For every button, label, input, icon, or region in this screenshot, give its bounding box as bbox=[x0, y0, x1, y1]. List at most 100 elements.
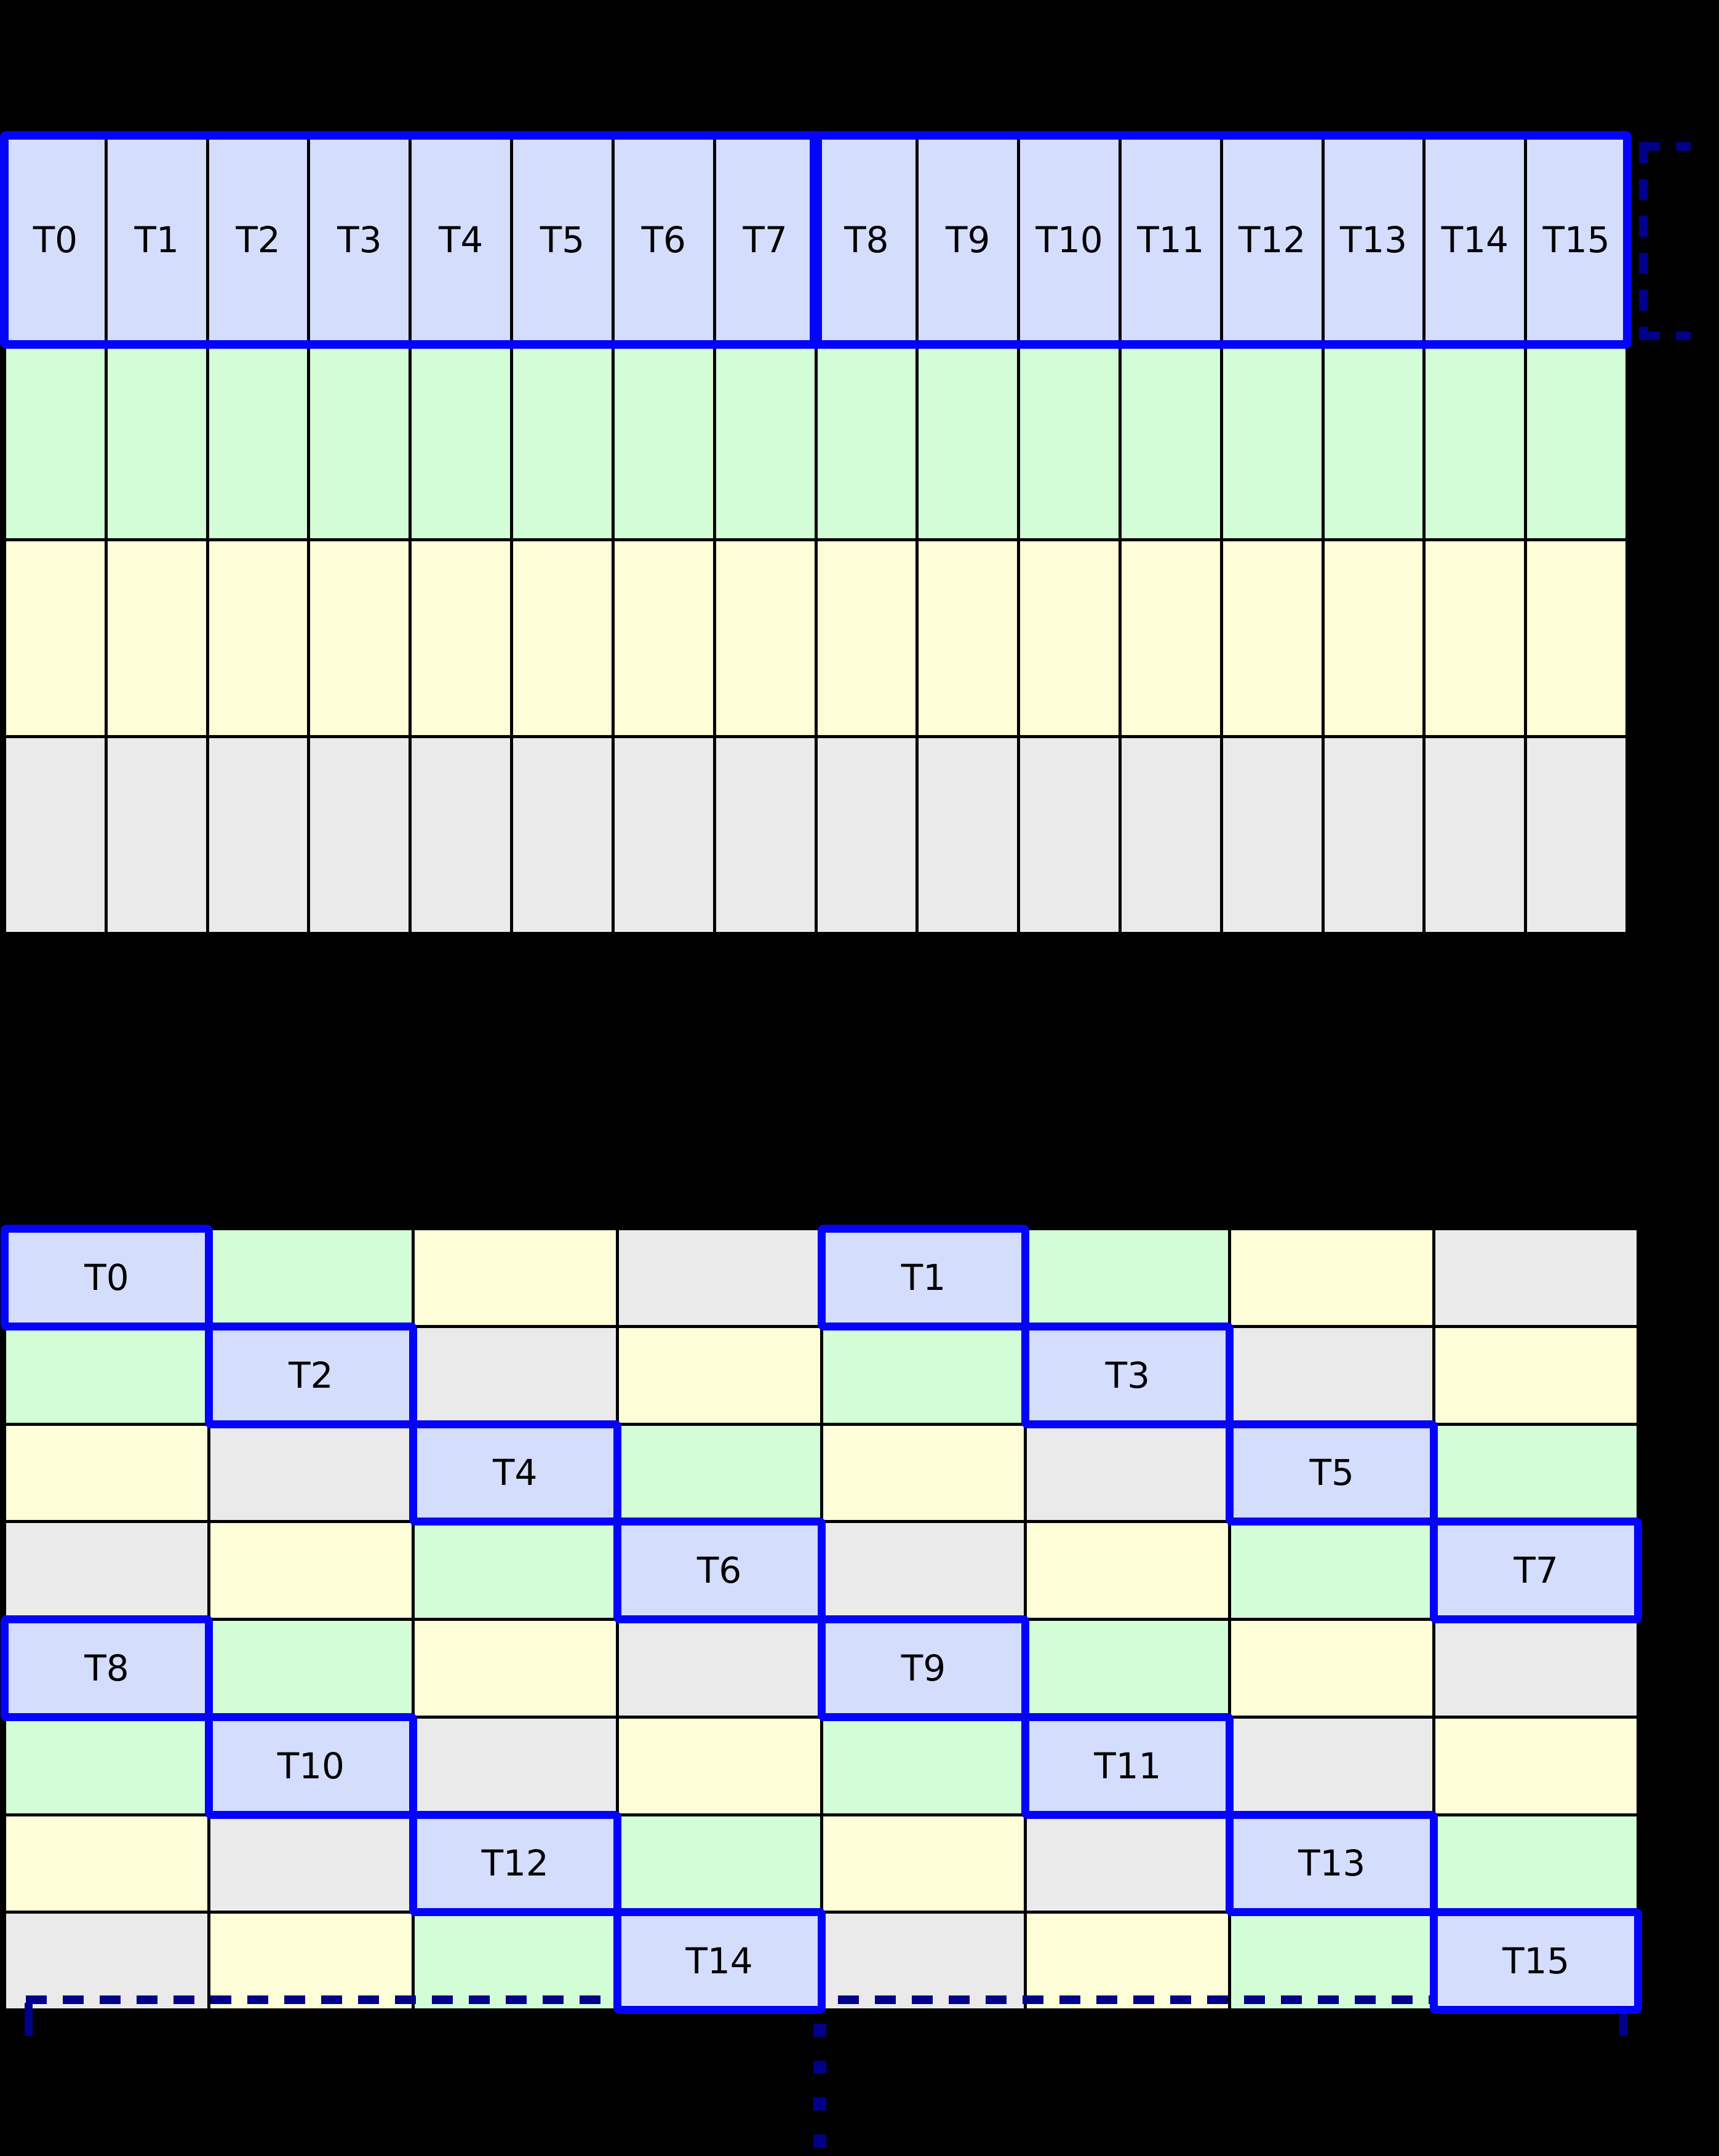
memory-cell bbox=[1527, 344, 1625, 538]
memory-cell bbox=[513, 738, 612, 932]
thread-cell-T15: T15 bbox=[1430, 1908, 1642, 2014]
memory-cell bbox=[823, 1914, 1024, 2008]
thread-label: T10 bbox=[1035, 219, 1103, 261]
memory-cell bbox=[823, 1327, 1024, 1423]
thread-label: T1 bbox=[901, 1256, 946, 1299]
memory-cell bbox=[1231, 1230, 1433, 1325]
thread-label: T13 bbox=[1298, 1842, 1366, 1885]
thread-label: T12 bbox=[481, 1842, 549, 1885]
bottom-bracket-right-tick bbox=[1619, 2003, 1627, 2036]
memory-cell bbox=[6, 1425, 207, 1521]
bracket-top-arm bbox=[1639, 142, 1691, 151]
memory-cell bbox=[823, 1816, 1024, 1911]
memory-cell bbox=[823, 1718, 1024, 1813]
memory-cell bbox=[1527, 738, 1625, 932]
thread-label: T8 bbox=[84, 1647, 129, 1689]
memory-cell bbox=[107, 541, 206, 735]
thread-cell-T0: T0 bbox=[6, 138, 105, 341]
memory-cell bbox=[414, 1230, 616, 1325]
thread-label: T7 bbox=[743, 219, 788, 261]
memory-cell bbox=[817, 541, 916, 735]
thread-cell-T3: T3 bbox=[310, 138, 409, 341]
memory-cell bbox=[614, 344, 713, 538]
memory-cell bbox=[107, 738, 206, 932]
memory-cell bbox=[1426, 344, 1525, 538]
thread-label: T1 bbox=[134, 219, 179, 261]
memory-cell bbox=[210, 1425, 412, 1521]
memory-cell bbox=[618, 1230, 820, 1325]
thread-cell-T9: T9 bbox=[817, 1615, 1030, 1721]
memory-cell bbox=[1435, 1718, 1637, 1813]
memory-cell bbox=[310, 738, 409, 932]
ellipsis-dot bbox=[813, 2024, 826, 2037]
thread-label: T9 bbox=[946, 219, 991, 261]
memory-cell bbox=[209, 541, 308, 735]
thread-label: T4 bbox=[493, 1452, 538, 1494]
memory-cell bbox=[1222, 344, 1322, 538]
thread-label: T4 bbox=[438, 219, 484, 261]
thread-label: T3 bbox=[1105, 1354, 1150, 1396]
memory-cell bbox=[1426, 738, 1525, 932]
thread-label: T9 bbox=[901, 1647, 946, 1689]
memory-cell bbox=[513, 541, 612, 735]
thread-cell-T13: T13 bbox=[1324, 138, 1423, 341]
memory-cell bbox=[412, 541, 511, 735]
thread-cell-T4: T4 bbox=[412, 138, 511, 341]
memory-cell bbox=[716, 344, 815, 538]
thread-cell-T1: T1 bbox=[107, 138, 206, 341]
memory-cell bbox=[6, 1327, 207, 1423]
memory-cell bbox=[1527, 541, 1625, 735]
memory-cell bbox=[1027, 1816, 1229, 1911]
memory-cell bbox=[1435, 1327, 1637, 1423]
thread-cell-T0: T0 bbox=[1, 1225, 213, 1331]
thread-label: T11 bbox=[1137, 219, 1205, 261]
memory-cell bbox=[919, 738, 1018, 932]
thread-cell-T10: T10 bbox=[204, 1712, 417, 1819]
thread-cell-T6: T6 bbox=[614, 138, 713, 341]
memory-cell bbox=[414, 1523, 616, 1618]
thread-label: T8 bbox=[844, 219, 889, 261]
memory-cell bbox=[1435, 1230, 1637, 1325]
memory-cell bbox=[210, 1230, 412, 1325]
memory-cell bbox=[6, 541, 105, 735]
memory-cell bbox=[1231, 1327, 1433, 1423]
memory-cell bbox=[6, 344, 105, 538]
thread-cell-T1: T1 bbox=[817, 1225, 1030, 1331]
memory-cell bbox=[716, 541, 815, 735]
memory-cell bbox=[414, 1327, 616, 1423]
memory-cell bbox=[1231, 1914, 1433, 2008]
memory-cell bbox=[1324, 541, 1423, 735]
memory-cell bbox=[6, 1914, 207, 2008]
thread-cell-T5: T5 bbox=[1226, 1420, 1438, 1526]
thread-cell-T3: T3 bbox=[1021, 1322, 1234, 1428]
memory-cell bbox=[1435, 1425, 1637, 1521]
memory-cell bbox=[1222, 738, 1322, 932]
memory-cell bbox=[1231, 1718, 1433, 1813]
bracket-bottom-arm bbox=[1639, 332, 1691, 340]
thread-cell-T12: T12 bbox=[409, 1810, 621, 1916]
memory-cell bbox=[1435, 1816, 1637, 1911]
thread-cell-T8: T8 bbox=[1, 1615, 213, 1721]
memory-cell bbox=[1426, 541, 1525, 735]
thread-cell-T14: T14 bbox=[1426, 138, 1525, 341]
thread-label: T11 bbox=[1094, 1744, 1162, 1787]
thread-label: T15 bbox=[1502, 1940, 1570, 1983]
bracket-vertical-dash bbox=[1639, 142, 1648, 340]
thread-label: T15 bbox=[1542, 219, 1610, 261]
memory-cell bbox=[210, 1914, 412, 2008]
memory-cell bbox=[823, 1523, 1024, 1618]
memory-cell bbox=[209, 344, 308, 538]
thread-label: T0 bbox=[84, 1256, 129, 1299]
memory-cell bbox=[618, 1718, 820, 1813]
thread-label: T2 bbox=[236, 219, 281, 261]
thread-label: T6 bbox=[641, 219, 686, 261]
thread-label: T0 bbox=[33, 219, 78, 261]
memory-cell bbox=[209, 738, 308, 932]
memory-cell bbox=[412, 344, 511, 538]
thread-label: T12 bbox=[1238, 219, 1306, 261]
memory-cell bbox=[1027, 1523, 1229, 1618]
memory-cell bbox=[414, 1621, 616, 1716]
memory-cell bbox=[210, 1523, 412, 1618]
ellipsis-dot bbox=[813, 2061, 826, 2074]
